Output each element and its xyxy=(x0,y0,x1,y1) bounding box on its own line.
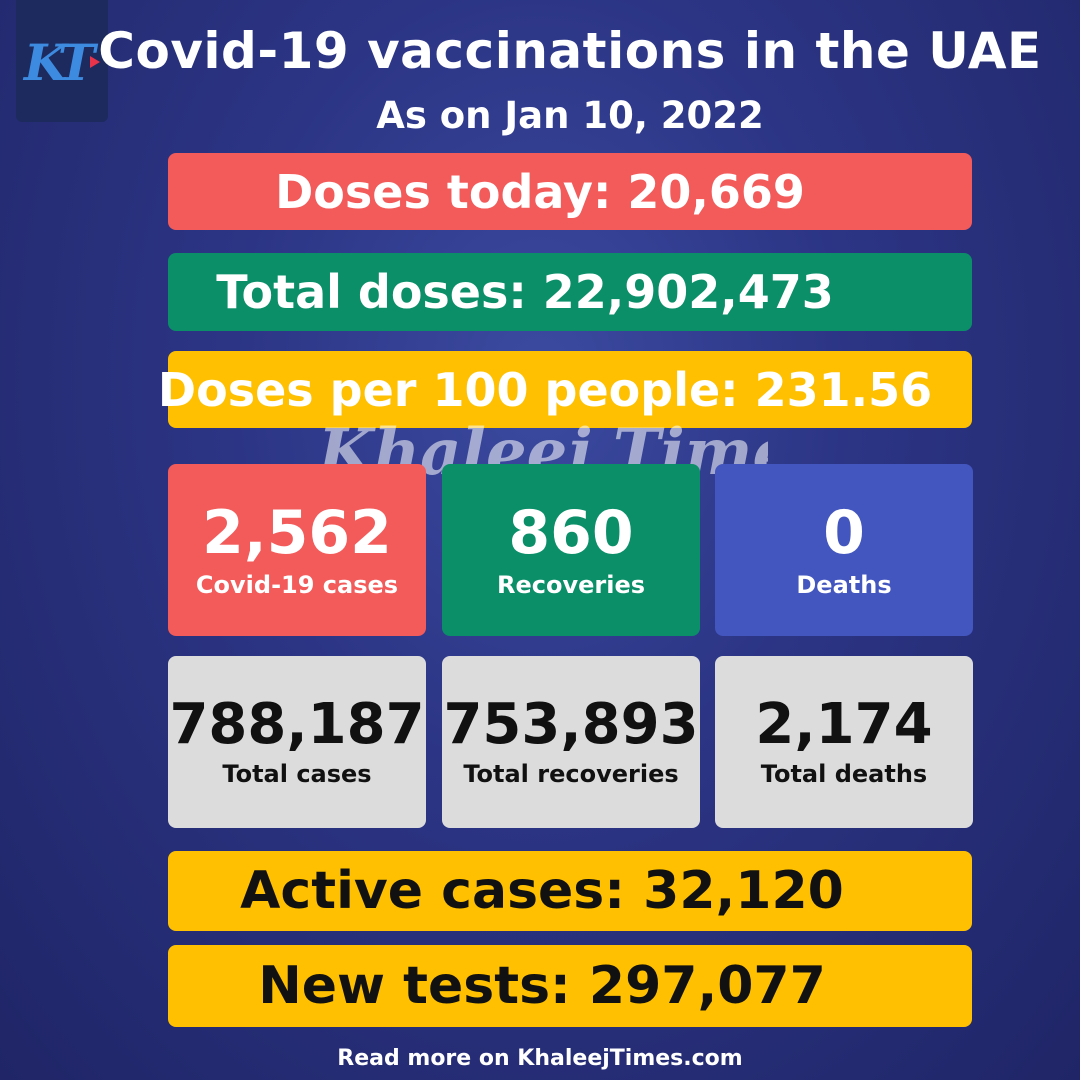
active-cases-banner: Active cases: 32,120 xyxy=(168,851,972,931)
total-recoveries-value: 753,893 xyxy=(443,691,699,757)
daily-deaths-tile: 0 Deaths xyxy=(715,464,973,636)
daily-deaths-label: Deaths xyxy=(796,570,892,599)
total-deaths-tile: 2,174 Total deaths xyxy=(715,656,973,828)
daily-recoveries-tile: 860 Recoveries xyxy=(442,464,700,636)
doses-today-banner: Doses today: 20,669 xyxy=(168,153,972,230)
daily-cases-value: 2,562 xyxy=(202,497,392,568)
total-doses-banner: Total doses: 22,902,473 xyxy=(168,253,972,331)
daily-recoveries-label: Recoveries xyxy=(496,570,646,599)
daily-deaths-value: 0 xyxy=(823,497,865,568)
doses-per-100-banner: Doses per 100 people: 231.56 xyxy=(158,351,972,428)
khaleej-times-logo-icon: K T xyxy=(22,33,100,92)
total-cases-label: Total cases xyxy=(222,760,372,789)
daily-cases-label: Covid-19 cases xyxy=(195,570,399,599)
logo: K T xyxy=(16,0,108,122)
daily-recoveries-value: 860 xyxy=(508,497,634,568)
daily-cases-tile: 2,562 Covid-19 cases xyxy=(168,464,426,636)
new-tests-banner: New tests: 297,077 xyxy=(168,945,972,1027)
total-cases-value: 788,187 xyxy=(169,691,425,757)
page-subtitle: As on Jan 10, 2022 xyxy=(376,94,764,137)
page-title: Covid-19 vaccinations in the UAE xyxy=(98,22,1042,80)
total-deaths-label: Total deaths xyxy=(760,760,928,789)
footer-link[interactable]: Read more on KhaleejTimes.com xyxy=(337,1046,743,1071)
total-recoveries-label: Total recoveries xyxy=(463,760,679,789)
total-cases-tile: 788,187 Total cases xyxy=(168,656,426,828)
svg-text:K: K xyxy=(22,33,70,92)
total-recoveries-tile: 753,893 Total recoveries xyxy=(442,656,700,828)
total-deaths-value: 2,174 xyxy=(755,691,933,757)
